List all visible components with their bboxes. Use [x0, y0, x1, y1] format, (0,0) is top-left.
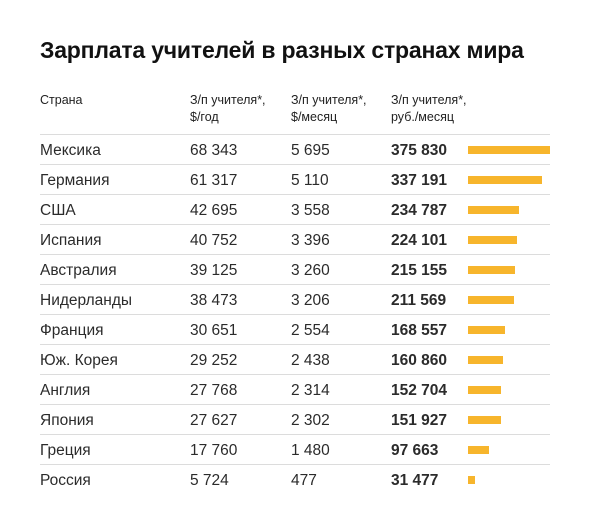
country-cell: Испания	[40, 232, 102, 249]
country-cell: Юж. Корея	[40, 352, 118, 369]
rub-month-cell: 97 663	[391, 442, 439, 459]
table-row: Испания 40 752 3 396 224 101	[40, 224, 550, 254]
salary-bar	[468, 236, 517, 244]
country-cell: Нидерланды	[40, 292, 133, 309]
table-row: Франция 30 651 2 554 168 557	[40, 314, 550, 344]
country-cell: Франция	[40, 322, 104, 339]
country-cell: США	[40, 202, 76, 219]
salary-bar	[468, 146, 550, 154]
usd-month-cell: 477	[291, 472, 317, 489]
rub-month-cell: 375 830	[391, 142, 448, 159]
usd-year-cell: 42 695	[190, 202, 238, 219]
rub-month-cell: 31 477	[391, 472, 439, 489]
country-cell: Япония	[40, 412, 94, 429]
usd-year-cell: 27 768	[190, 382, 238, 399]
usd-month-cell: 2 438	[291, 352, 330, 369]
usd-year-cell: 61 317	[190, 172, 238, 189]
usd-month-cell: 1 480	[291, 442, 330, 459]
rub-month-cell: 168 557	[391, 322, 448, 339]
usd-year-cell: 39 125	[190, 262, 238, 279]
table-row: Германия 61 317 5 110 337 191	[40, 164, 550, 194]
rub-month-cell: 160 860	[391, 352, 448, 369]
salary-bar	[468, 356, 503, 364]
usd-month-cell: 3 260	[291, 262, 330, 279]
usd-year-cell: 5 724	[190, 472, 229, 489]
salary-bar	[468, 326, 505, 334]
usd-month-cell: 5 695	[291, 142, 330, 159]
salary-table: Мексика 68 343 5 695 375 830 Германия 61 317 5…	[40, 134, 550, 494]
usd-month-cell: 5 110	[291, 172, 329, 189]
table-row: Япония 27 627 2 302 151 927	[40, 404, 550, 434]
salary-bar	[468, 476, 475, 484]
rub-month-cell: 215 155	[391, 262, 448, 279]
salary-bar	[468, 386, 501, 394]
header-usd-year-line2: $/год	[190, 110, 219, 124]
usd-month-cell: 2 554	[291, 322, 330, 339]
salary-bar	[468, 266, 515, 274]
country-cell: Австралия	[40, 262, 117, 279]
usd-year-cell: 38 473	[190, 292, 238, 309]
usd-year-cell: 40 752	[190, 232, 238, 249]
salary-bar	[468, 416, 501, 424]
rub-month-cell: 151 927	[391, 412, 448, 429]
header-usd-month-line2: $/месяц	[291, 110, 338, 124]
header-usd-month-line1: З/п учителя*,	[291, 93, 367, 107]
header-rub-month: З/п учителя*, руб./месяц	[391, 92, 467, 126]
salary-bar	[468, 296, 514, 304]
rub-month-cell: 211 569	[391, 292, 447, 309]
salary-bar	[468, 446, 489, 454]
usd-month-cell: 3 396	[291, 232, 330, 249]
table-row: Нидерланды 38 473 3 206 211 569	[40, 284, 550, 314]
header-rub-month-line1: З/п учителя*,	[391, 93, 467, 107]
table-row: Австралия 39 125 3 260 215 155	[40, 254, 550, 284]
header-country-label: Страна	[40, 93, 83, 107]
usd-year-cell: 27 627	[190, 412, 238, 429]
header-usd-year-line1: З/п учителя*,	[190, 93, 266, 107]
usd-year-cell: 17 760	[190, 442, 238, 459]
header-usd-year: З/п учителя*, $/год	[190, 92, 266, 126]
usd-year-cell: 68 343	[190, 142, 238, 159]
table-row: США 42 695 3 558 234 787	[40, 194, 550, 224]
salary-bar	[468, 206, 519, 214]
table-row: Юж. Корея 29 252 2 438 160 860	[40, 344, 550, 374]
header-rub-month-line2: руб./месяц	[391, 110, 455, 124]
table-row: Греция 17 760 1 480 97 663	[40, 434, 550, 464]
country-cell: Греция	[40, 442, 91, 459]
table-row: Англия 27 768 2 314 152 704	[40, 374, 550, 404]
table-row: Мексика 68 343 5 695 375 830	[40, 134, 550, 164]
chart-title: Зарплата учителей в разных странах мира	[40, 37, 524, 63]
usd-year-cell: 29 252	[190, 352, 238, 369]
rub-month-cell: 224 101	[391, 232, 448, 249]
rub-month-cell: 337 191	[391, 172, 448, 189]
header-usd-month: З/п учителя*, $/месяц	[291, 92, 367, 126]
country-cell: Мексика	[40, 142, 101, 159]
usd-month-cell: 3 558	[291, 202, 330, 219]
rub-month-cell: 152 704	[391, 382, 448, 399]
country-cell: Англия	[40, 382, 91, 399]
usd-month-cell: 2 302	[291, 412, 330, 429]
rub-month-cell: 234 787	[391, 202, 448, 219]
country-cell: Россия	[40, 472, 91, 489]
salary-bar	[468, 176, 542, 184]
table-row: Россия 5 724 477 31 477	[40, 464, 550, 494]
usd-month-cell: 2 314	[291, 382, 330, 399]
usd-year-cell: 30 651	[190, 322, 238, 339]
usd-month-cell: 3 206	[291, 292, 330, 309]
country-cell: Германия	[40, 172, 110, 189]
header-country: Страна	[40, 92, 83, 109]
